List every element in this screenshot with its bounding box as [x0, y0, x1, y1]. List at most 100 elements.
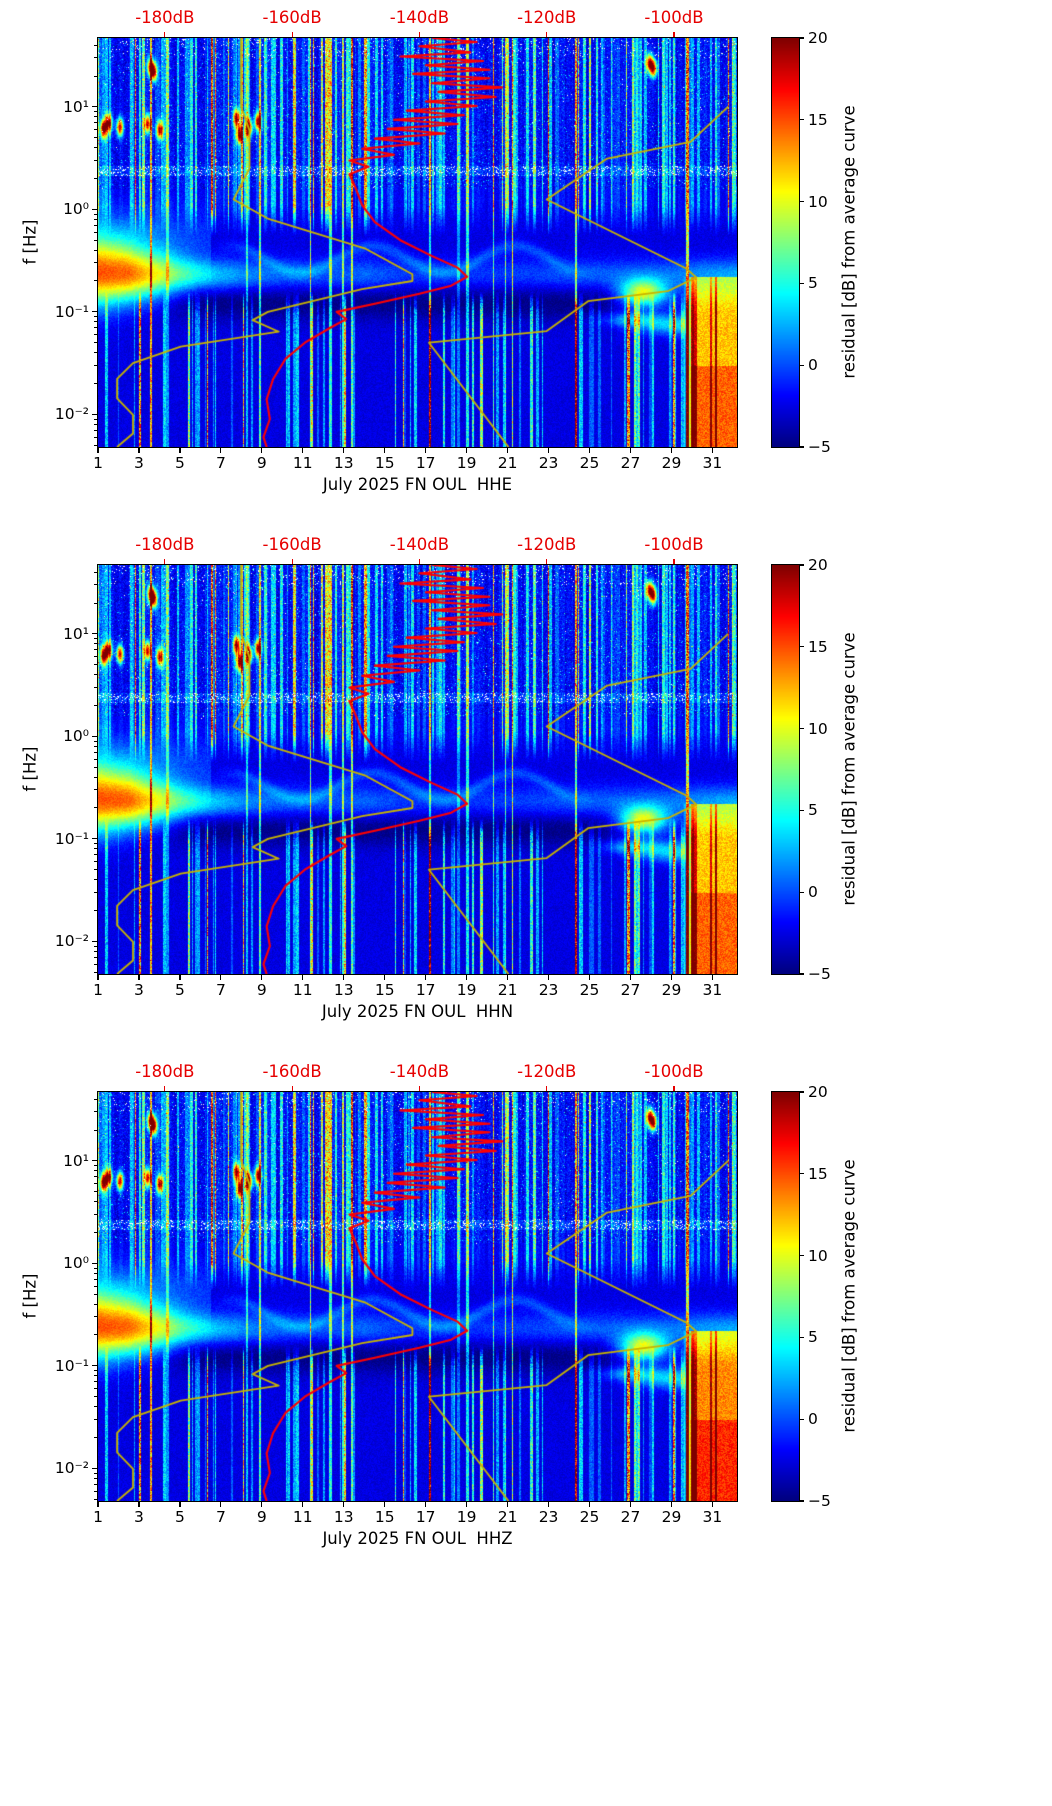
top-db-tick — [418, 1086, 420, 1091]
x-tick-label: 9 — [256, 981, 267, 999]
x-axis-label-hhn: July 2025 FN OUL HHN — [321, 1002, 514, 1021]
x-tick-label: 15 — [374, 981, 395, 999]
colorbar-tick-label: 10 — [808, 192, 828, 211]
x-tick — [343, 975, 345, 980]
y-minor-tick — [94, 218, 97, 220]
colorbar-tick — [800, 646, 804, 648]
x-tick — [261, 448, 263, 453]
x-tick — [670, 448, 673, 453]
x-tick — [343, 1502, 345, 1507]
x-tick-label: 3 — [134, 1508, 144, 1526]
y-minor-tick — [94, 213, 97, 215]
colorbar-hhn — [771, 564, 800, 975]
x-tick — [670, 1502, 673, 1507]
colorbar-tick-label: 20 — [808, 1083, 828, 1101]
x-tick — [179, 1502, 181, 1507]
colorbar-tick-label: 10 — [808, 719, 828, 738]
colorbar-tick-label: 10 — [808, 1246, 828, 1265]
y-tick — [92, 735, 97, 737]
x-tick — [711, 448, 713, 453]
top-db-label: -120dB — [517, 8, 577, 27]
x-tick — [220, 975, 222, 980]
x-tick-label: 19 — [456, 981, 477, 999]
colorbar-tick-label: 20 — [808, 29, 828, 47]
spectrogram-canvas-hhn — [98, 565, 737, 974]
colorbar-tick-label: −5 — [808, 438, 831, 456]
y-tick — [92, 1467, 97, 1469]
y-minor-tick — [94, 1316, 97, 1318]
y-minor-tick — [94, 971, 97, 973]
y-minor-tick — [94, 1406, 97, 1408]
y-tick — [92, 1160, 97, 1162]
y-minor-tick — [94, 861, 97, 863]
y-tick-label: 10¹ — [63, 1151, 89, 1170]
spectrogram-plot-hhe — [97, 37, 738, 448]
x-tick-label: 25 — [579, 981, 600, 999]
top-db-tick — [291, 32, 293, 37]
y-minor-tick — [94, 159, 97, 161]
y-minor-tick — [94, 843, 97, 845]
x-tick — [302, 975, 304, 980]
x-tick-label: 23 — [538, 454, 559, 472]
y-tick-label: 10⁰ — [63, 1254, 89, 1273]
top-db-tick — [673, 559, 675, 564]
x-tick-label: 13 — [333, 454, 354, 472]
x-tick — [343, 448, 345, 453]
y-minor-tick — [94, 364, 97, 366]
y-minor-tick — [94, 789, 97, 791]
y-tick-label: 10⁻² — [54, 932, 89, 951]
colorbar-tick-label: −5 — [808, 1492, 831, 1510]
y-tick — [92, 311, 97, 313]
x-tick — [97, 448, 99, 453]
y-tick — [92, 413, 97, 415]
x-tick — [466, 1502, 468, 1507]
spectrogram-plot-hhz — [97, 1091, 738, 1502]
y-minor-tick — [94, 869, 97, 871]
x-tick-label: 23 — [538, 1508, 559, 1526]
y-minor-tick — [94, 316, 97, 318]
y-minor-tick — [94, 239, 97, 241]
y-minor-tick — [94, 224, 97, 226]
panel-hhe: f [Hz] July 2025 FN OUL HHE residual [dB… — [0, 8, 1052, 568]
y-tick-label: 10¹ — [63, 97, 89, 116]
y-minor-tick — [94, 1293, 97, 1295]
colorbar-tick — [800, 1091, 804, 1093]
x-tick — [425, 448, 427, 453]
y-minor-tick — [94, 1396, 97, 1398]
y-minor-tick — [94, 909, 97, 911]
y-axis-label: f [Hz] — [20, 1273, 40, 1319]
x-tick — [384, 975, 386, 980]
x-tick-label: 27 — [620, 981, 641, 999]
y-minor-tick — [94, 444, 97, 446]
y-minor-tick — [94, 116, 97, 118]
x-tick-label: 29 — [661, 454, 682, 472]
x-tick — [629, 448, 632, 453]
x-tick-label: 3 — [134, 981, 144, 999]
y-minor-tick — [94, 1490, 97, 1492]
top-db-label: -160dB — [262, 1062, 322, 1081]
top-db-tick — [546, 1086, 548, 1091]
x-tick-label: 27 — [620, 454, 641, 472]
top-db-label: -180dB — [135, 8, 195, 27]
x-tick — [547, 975, 550, 980]
colorbar-tick — [800, 1500, 804, 1502]
x-tick — [179, 448, 181, 453]
colorbar-tick-label: 5 — [808, 801, 818, 820]
x-tick — [629, 975, 632, 980]
y-minor-tick — [94, 1370, 97, 1372]
colorbar-tick-label: 15 — [808, 637, 828, 656]
x-axis-label-hhe: July 2025 FN OUL HHE — [322, 475, 513, 494]
x-tick — [670, 975, 673, 980]
x-tick-label: 29 — [661, 981, 682, 999]
x-tick — [220, 1502, 222, 1507]
y-minor-tick — [94, 1472, 97, 1474]
x-tick-label: 7 — [215, 454, 226, 472]
x-tick — [711, 1502, 713, 1507]
y-minor-tick — [94, 602, 97, 604]
y-minor-tick — [94, 352, 97, 354]
colorbar-label: residual [dB] from average curve — [839, 1159, 859, 1433]
top-db-label: -140dB — [389, 535, 450, 554]
panel-hhz: f [Hz] July 2025 FN OUL HHZ residual [dB… — [0, 1062, 1052, 1622]
y-minor-tick — [94, 638, 97, 640]
colorbar-label: residual [dB] from average curve — [839, 632, 859, 906]
